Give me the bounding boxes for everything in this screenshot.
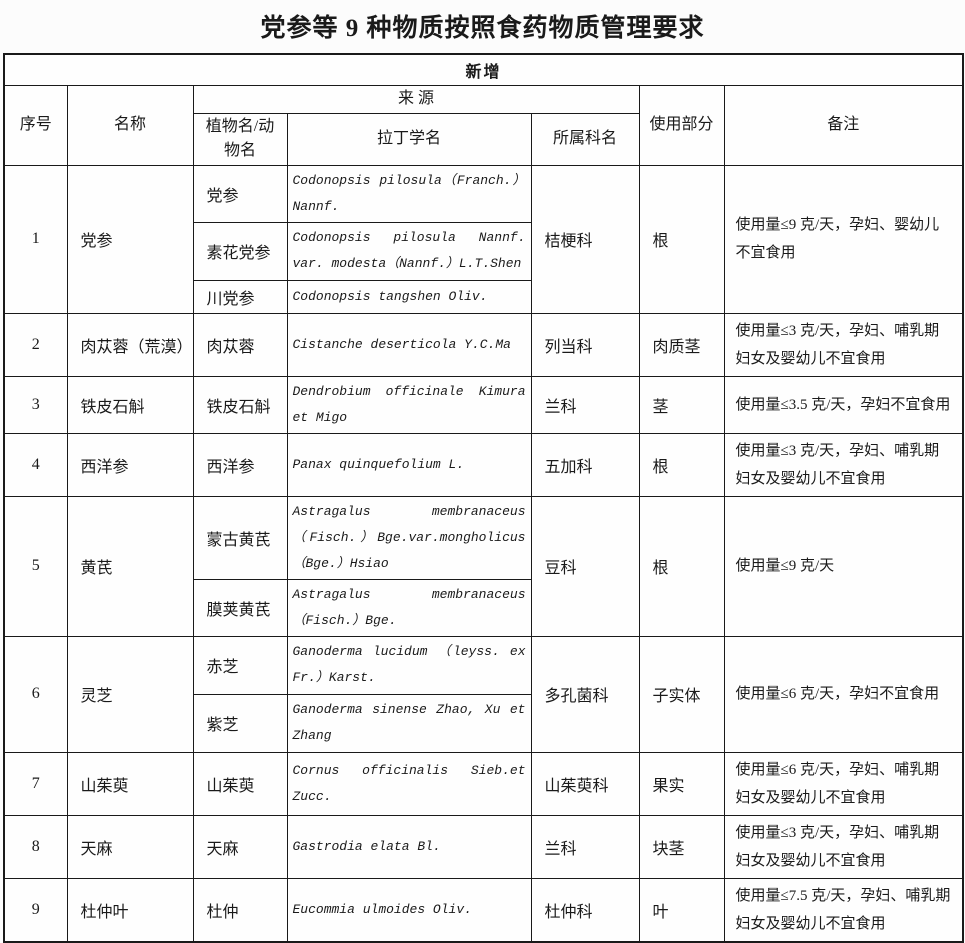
family-cell: 山茱萸科	[530, 751, 640, 816]
remark-cell: 使用量≤7.5 克/天，孕妇、哺乳期妇女及婴幼儿不宜食用	[723, 877, 964, 942]
header-family: 所属科名	[530, 112, 640, 166]
remark-cell: 使用量≤6 克/天，孕妇不宜食用	[723, 635, 964, 753]
name-cell: 杜仲叶	[66, 877, 194, 942]
used-part-cell: 块茎	[638, 814, 725, 879]
latin-name-cell: Astragalus membranaceus（Fisch.）Bge.	[286, 578, 532, 637]
plant-name-cell: 西洋参	[192, 432, 288, 497]
plant-name-cell: 膜荚黄芪	[192, 578, 288, 637]
page-title: 党参等 9 种物质按照食药物质管理要求	[260, 15, 705, 42]
plant-name-cell: 山茱萸	[192, 751, 288, 816]
remark-cell: 使用量≤3 克/天，孕妇、哺乳期妇女及婴幼儿不宜食用	[723, 312, 964, 377]
used-part-cell: 根	[638, 495, 725, 637]
remark-cell: 使用量≤6 克/天，孕妇、哺乳期妇女及婴幼儿不宜食用	[723, 751, 964, 816]
family-cell: 多孔菌科	[530, 635, 640, 753]
name-cell: 灵芝	[66, 635, 194, 753]
serial-cell: 8	[3, 814, 68, 879]
family-cell: 五加科	[530, 432, 640, 497]
serial-cell: 2	[3, 312, 68, 377]
plant-name-cell: 素花党参	[192, 221, 288, 281]
family-cell: 列当科	[530, 312, 640, 377]
header-plant-or-animal-name: 植物名/动物名	[192, 112, 288, 166]
food-medicine-substances-table: 新增 序号 名称 来 源 使用部分 备注 植物名/动物名 拉丁学名 所属科名 1…	[3, 53, 965, 943]
plant-name-cell: 紫芝	[192, 693, 288, 753]
used-part-cell: 茎	[638, 375, 725, 434]
plant-name-cell: 党参	[192, 164, 288, 223]
serial-cell: 3	[3, 375, 68, 434]
name-cell: 肉苁蓉（荒漠）	[66, 312, 194, 377]
latin-name-cell: Codonopsis pilosula（Franch.）Nannf.	[286, 164, 532, 223]
name-cell: 铁皮石斛	[66, 375, 194, 434]
used-part-cell: 叶	[638, 877, 725, 942]
latin-name-cell: Panax quinquefolium L.	[286, 432, 532, 497]
serial-cell: 7	[3, 751, 68, 816]
used-part-cell: 根	[638, 164, 725, 314]
name-cell: 党参	[66, 164, 194, 314]
serial-cell: 5	[3, 495, 68, 637]
remark-cell: 使用量≤9 克/天	[723, 495, 964, 637]
plant-name-cell: 铁皮石斛	[192, 375, 288, 434]
plant-name-cell: 赤芝	[192, 635, 288, 695]
header-source-group: 来 源	[192, 84, 640, 114]
serial-cell: 1	[3, 164, 68, 314]
latin-name-cell: Eucommia ulmoides Oliv.	[286, 877, 532, 942]
header-remarks: 备注	[723, 84, 964, 166]
used-part-cell: 果实	[638, 751, 725, 816]
plant-name-cell: 肉苁蓉	[192, 312, 288, 377]
used-part-cell: 肉质茎	[638, 312, 725, 377]
latin-name-cell: Dendrobium officinale Kimura et Migo	[286, 375, 532, 434]
header-name: 名称	[66, 84, 194, 166]
banner-new-additions: 新增	[3, 53, 964, 86]
family-cell: 杜仲科	[530, 877, 640, 942]
latin-name-cell: Gastrodia elata Bl.	[286, 814, 532, 879]
used-part-cell: 根	[638, 432, 725, 497]
latin-name-cell: Codonopsis tangshen Oliv.	[286, 279, 532, 314]
latin-name-cell: Ganoderma sinense Zhao, Xu et Zhang	[286, 693, 532, 753]
remark-cell: 使用量≤9 克/天，孕妇、婴幼儿不宜食用	[723, 164, 964, 314]
remark-cell: 使用量≤3 克/天，孕妇、哺乳期妇女及婴幼儿不宜食用	[723, 814, 964, 879]
latin-name-cell: Cistanche deserticola Y.C.Ma	[286, 312, 532, 377]
serial-cell: 4	[3, 432, 68, 497]
remark-cell: 使用量≤3.5 克/天，孕妇不宜食用	[723, 375, 964, 434]
family-cell: 兰科	[530, 375, 640, 434]
family-cell: 桔梗科	[530, 164, 640, 314]
name-cell: 山茱萸	[66, 751, 194, 816]
family-cell: 兰科	[530, 814, 640, 879]
plant-name-cell: 蒙古黄芪	[192, 495, 288, 580]
latin-name-cell: Codonopsis pilosula Nannf. var. modesta（…	[286, 221, 532, 281]
serial-cell: 6	[3, 635, 68, 753]
header-index: 序号	[3, 84, 68, 166]
name-cell: 天麻	[66, 814, 194, 879]
family-cell: 豆科	[530, 495, 640, 637]
latin-name-cell: Cornus officinalis Sieb.et Zucc.	[286, 751, 532, 816]
plant-name-cell: 川党参	[192, 279, 288, 314]
name-cell: 西洋参	[66, 432, 194, 497]
plant-name-cell: 天麻	[192, 814, 288, 879]
plant-name-cell: 杜仲	[192, 877, 288, 942]
used-part-cell: 子实体	[638, 635, 725, 753]
serial-cell: 9	[3, 877, 68, 942]
latin-name-cell: Ganoderma lucidum （leyss. ex Fr.）Karst.	[286, 635, 532, 695]
latin-name-cell: Astragalus membranaceus（Fisch.）Bge.var.m…	[286, 495, 532, 580]
remark-cell: 使用量≤3 克/天，孕妇、哺乳期妇女及婴幼儿不宜食用	[723, 432, 964, 497]
header-used-part: 使用部分	[638, 84, 725, 166]
name-cell: 黄芪	[66, 495, 194, 637]
header-latin-name: 拉丁学名	[286, 112, 532, 166]
